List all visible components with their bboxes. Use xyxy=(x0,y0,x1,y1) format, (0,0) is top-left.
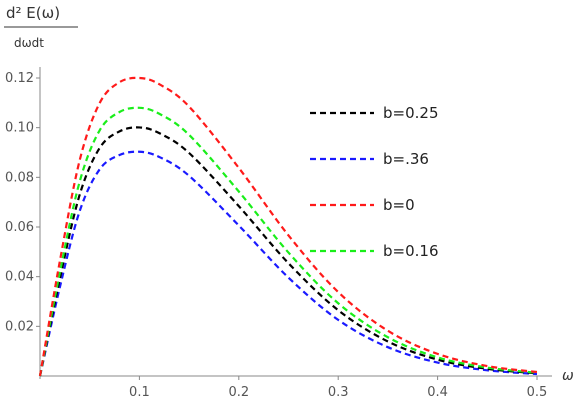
x-tick-label: 0.3 xyxy=(328,385,349,400)
x-axis-label: ω xyxy=(562,368,574,384)
y-tick-label: 0.12 xyxy=(5,71,34,86)
y-tick-label: 0.04 xyxy=(5,270,34,285)
y-tick-label: 0.08 xyxy=(5,170,34,185)
series-line-0 xyxy=(38,126,538,377)
x-tick-label: 0.4 xyxy=(427,385,448,400)
y-tick-label: 0.10 xyxy=(5,121,34,136)
y-axis-label-denominator: dωdt xyxy=(14,36,44,50)
y-tick-label: 0.02 xyxy=(5,319,34,334)
legend-label: b=.36 xyxy=(383,150,429,168)
x-tick-label: 0.5 xyxy=(527,385,548,400)
data-series xyxy=(38,76,538,377)
x-tick-label: 0.1 xyxy=(129,385,150,400)
legend-label: b=0.25 xyxy=(383,104,439,122)
y-axis-label-numerator: d² E(ω) xyxy=(6,4,60,22)
x-tick-label: 0.2 xyxy=(228,385,249,400)
series-line-2 xyxy=(38,76,538,377)
axis-ticks: 0.1 0.2 0.3 0.4 0.5 0.02 0.04 0.06 0.08 0.10 0.12 xyxy=(5,71,547,400)
legend-label: b=0 xyxy=(383,196,415,214)
legend: b=0.25 b=.36 b=0 b=0.16 xyxy=(310,104,439,260)
series-line-1 xyxy=(38,150,538,377)
y-tick-label: 0.06 xyxy=(5,220,34,235)
series-line-3 xyxy=(38,106,538,377)
legend-label: b=0.16 xyxy=(383,242,439,260)
